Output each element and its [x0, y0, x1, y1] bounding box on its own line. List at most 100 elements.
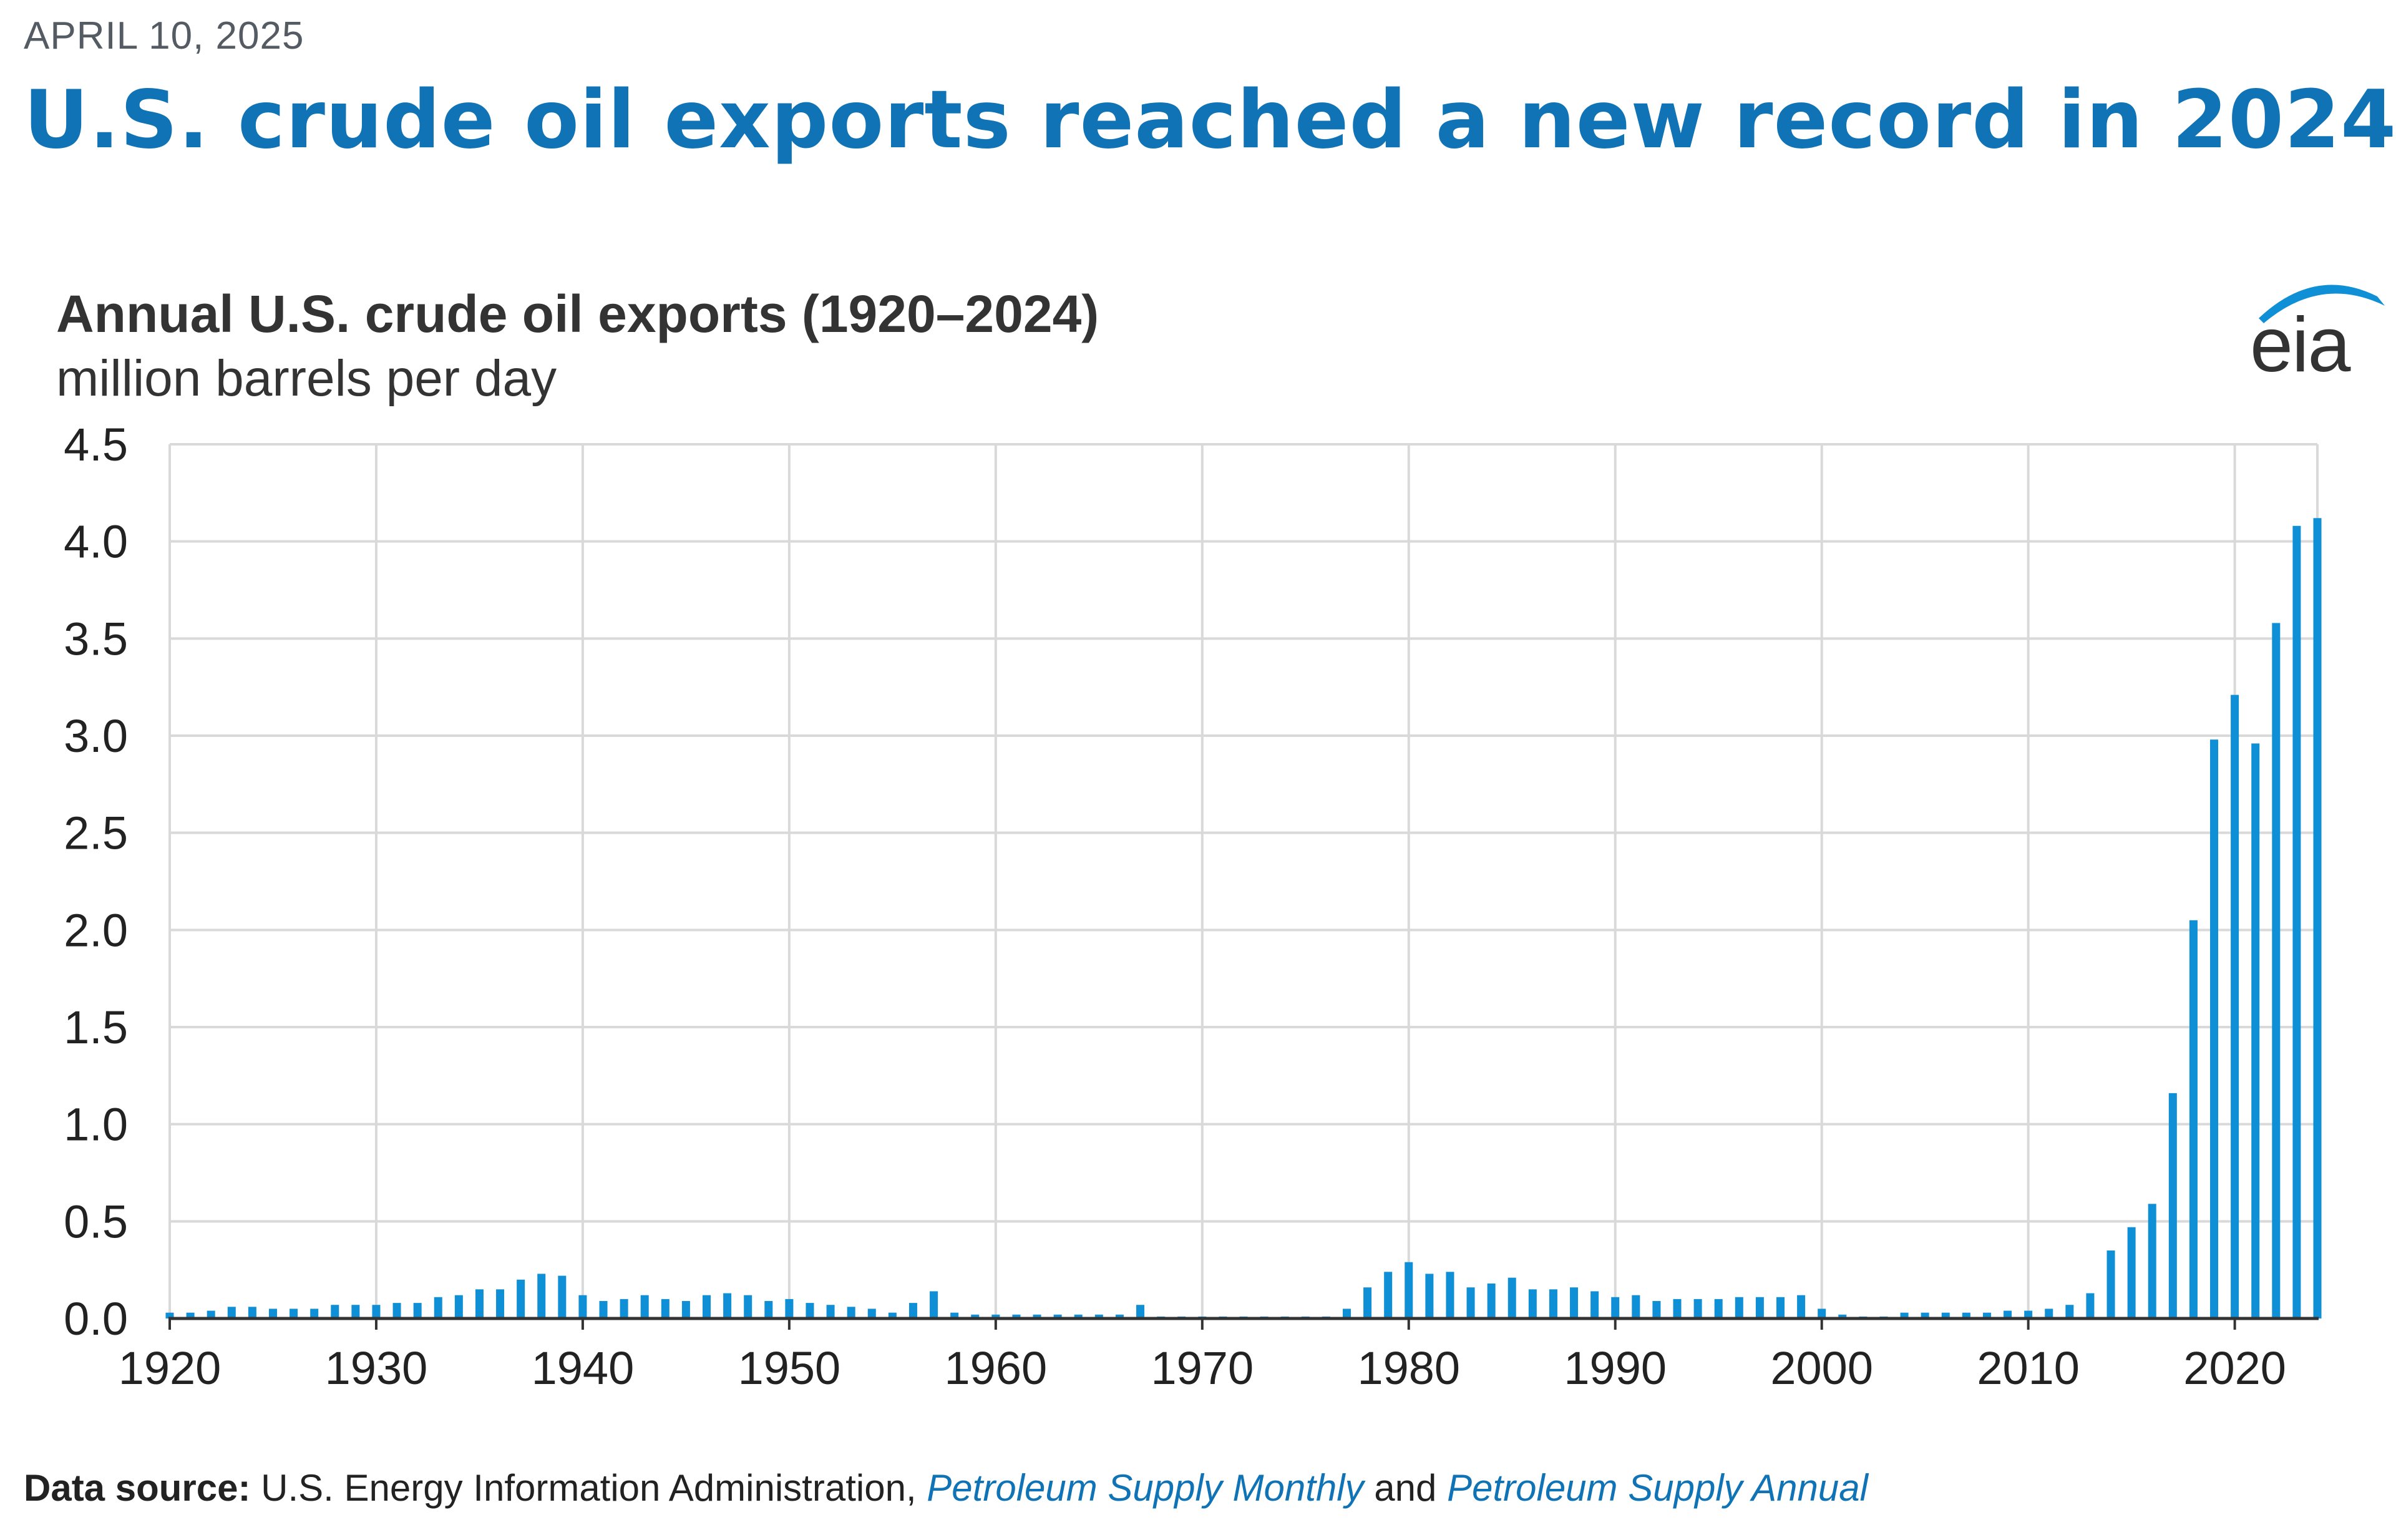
bar-1954 — [867, 1309, 876, 1318]
source-and: and — [1363, 1467, 1448, 1509]
eia-logo: eia — [2240, 268, 2390, 388]
x-tick-label: 1950 — [738, 1342, 841, 1394]
x-tick-label: 2020 — [2183, 1342, 2286, 1394]
bar-2020 — [2231, 694, 2239, 1318]
bar-1947 — [723, 1293, 732, 1318]
bar-1953 — [847, 1307, 855, 1318]
headline: U.S. crude oil exports reached a new rec… — [24, 74, 2396, 167]
bar-1959 — [971, 1314, 980, 1318]
bar-1989 — [1590, 1291, 1599, 1318]
bar-1960 — [991, 1314, 1000, 1318]
bar-2013 — [2086, 1293, 2095, 1318]
bar-chart: 0.0 0.5 1.0 1.5 2.0 2.5 3.0 3.5 4.0 4.5 1920 1930 19… — [64, 419, 2322, 1394]
y-tick-label: 2.0 — [64, 904, 128, 956]
bar-1981 — [1425, 1274, 1434, 1318]
bar-1983 — [1466, 1287, 1475, 1318]
x-tick-label: 1990 — [1564, 1342, 1667, 1394]
bar-2007 — [1962, 1312, 1970, 1318]
y-tick-label: 1.0 — [64, 1099, 128, 1151]
bar-2014 — [2106, 1250, 2115, 1318]
bar-1962 — [1033, 1314, 1041, 1318]
axes: 0.0 0.5 1.0 1.5 2.0 2.5 3.0 3.5 4.0 4.5 1920 1930 19… — [64, 419, 2319, 1394]
source-label: Data source: — [24, 1467, 251, 1509]
bar-1992 — [1652, 1300, 1661, 1318]
bar-1930 — [372, 1305, 381, 1318]
bar-1943 — [640, 1295, 649, 1318]
bar-1965 — [1094, 1314, 1103, 1318]
bar-1966 — [1115, 1314, 1124, 1318]
bar-1920 — [165, 1312, 174, 1318]
bar-2016 — [2148, 1204, 2156, 1318]
bar-1929 — [351, 1305, 360, 1318]
bar-1932 — [413, 1303, 422, 1318]
bar-1948 — [744, 1295, 752, 1318]
bar-1978 — [1363, 1287, 1372, 1318]
bar-1961 — [1012, 1314, 1021, 1318]
bar-2011 — [2045, 1309, 2053, 1318]
bar-1942 — [620, 1299, 628, 1318]
bar-1949 — [764, 1300, 773, 1318]
publish-date: APRIL 10, 2025 — [24, 14, 304, 57]
bar-1923 — [227, 1307, 236, 1318]
bar-1934 — [454, 1295, 463, 1318]
bar-1955 — [888, 1312, 897, 1318]
x-tick-label: 1960 — [945, 1342, 1048, 1394]
bar-1935 — [475, 1289, 484, 1318]
bar-2015 — [2127, 1227, 2136, 1318]
bar-1950 — [785, 1299, 794, 1318]
logo-text: eia — [2250, 302, 2350, 388]
bar-1980 — [1405, 1262, 1413, 1318]
bar-1994 — [1693, 1299, 1702, 1318]
y-tick-label: 1.5 — [64, 1001, 128, 1053]
bar-2023 — [2292, 525, 2301, 1318]
bar-1991 — [1632, 1295, 1640, 1318]
bar-1985 — [1507, 1277, 1516, 1318]
bar-2009 — [2004, 1310, 2012, 1318]
bar-1987 — [1549, 1289, 1557, 1318]
source-link-psa[interactable]: Petroleum Supply Annual — [1447, 1467, 1868, 1509]
bar-2019 — [2210, 739, 2219, 1318]
bar-1925 — [268, 1309, 277, 1318]
data-source: Data source: U.S. Energy Information Adm… — [24, 1466, 1868, 1509]
bar-1938 — [537, 1274, 546, 1318]
y-axis-unit-label: million barrels per day — [56, 350, 557, 407]
bar-1963 — [1053, 1314, 1062, 1318]
bar-1964 — [1074, 1314, 1083, 1318]
bar-2000 — [1818, 1309, 1826, 1318]
bar-1946 — [703, 1295, 711, 1318]
bar-2006 — [1941, 1312, 1950, 1318]
bar-2017 — [2168, 1093, 2177, 1318]
bar-1993 — [1673, 1299, 1682, 1318]
bar-1931 — [392, 1303, 401, 1318]
bar-1998 — [1776, 1297, 1785, 1318]
bar-2021 — [2251, 743, 2260, 1318]
bar-1928 — [331, 1305, 339, 1318]
y-tick-label: 2.5 — [64, 807, 128, 859]
bar-1958 — [950, 1312, 959, 1318]
bar-1944 — [661, 1299, 670, 1318]
bar-1984 — [1487, 1283, 1496, 1318]
bar-1982 — [1446, 1272, 1454, 1318]
x-tick-label: 2000 — [1770, 1342, 1873, 1394]
source-text: U.S. Energy Information Administration, — [250, 1467, 927, 1509]
x-tick-label: 1920 — [119, 1342, 222, 1394]
bars — [165, 518, 2322, 1318]
bar-2024 — [2313, 518, 2322, 1318]
y-tick-label: 0.5 — [64, 1196, 128, 1247]
y-tick-label: 0.0 — [64, 1293, 128, 1345]
bar-1988 — [1570, 1287, 1579, 1318]
bar-1936 — [496, 1289, 505, 1318]
bar-2022 — [2272, 623, 2281, 1318]
bar-1967 — [1136, 1305, 1145, 1318]
x-tick-label: 1930 — [325, 1342, 428, 1394]
source-link-psm[interactable]: Petroleum Supply Monthly — [927, 1467, 1364, 1509]
y-tick-label: 4.0 — [64, 516, 128, 568]
bar-1996 — [1735, 1297, 1743, 1318]
bar-1927 — [310, 1309, 319, 1318]
bar-2001 — [1838, 1314, 1847, 1318]
bar-1922 — [207, 1310, 215, 1318]
bar-1999 — [1797, 1295, 1806, 1318]
y-tick-label: 3.5 — [64, 613, 128, 665]
chart-title: Annual U.S. crude oil exports (1920–2024… — [56, 285, 1099, 343]
bar-1941 — [599, 1300, 608, 1318]
